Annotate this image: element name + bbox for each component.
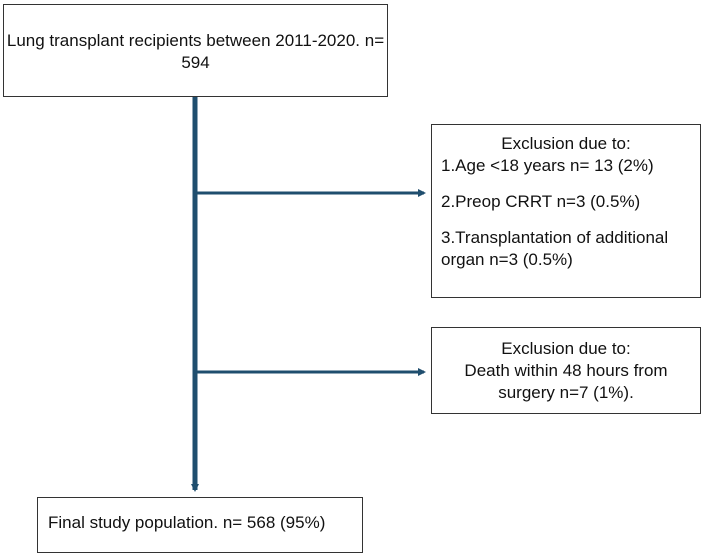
final-box: Final study population. n= 568 (95%) bbox=[37, 497, 363, 553]
box-text: organ n=3 (0.5%) bbox=[441, 250, 573, 269]
box-title: Exclusion due to: bbox=[501, 134, 631, 153]
box-text: surgery n=7 (1%). bbox=[498, 383, 634, 402]
start-box: Lung transplant recipients between 2011-… bbox=[3, 4, 388, 97]
box-title: Exclusion due to: bbox=[501, 339, 631, 358]
box-text: 3.Transplantation of additional bbox=[441, 228, 669, 247]
box-text: 2.Preop CRRT n=3 (0.5%) bbox=[441, 192, 641, 211]
box-text: Death within 48 hours from bbox=[464, 361, 668, 380]
box-text: 594 bbox=[181, 53, 210, 72]
box-text: Final study population. n= 568 (95%) bbox=[48, 513, 326, 532]
box-text: 1.Age <18 years n= 13 (2%) bbox=[441, 156, 654, 175]
box-text: Lung transplant recipients between 2011-… bbox=[6, 31, 385, 50]
exclusion-box: Exclusion due to: Death within 48 hours … bbox=[431, 327, 701, 414]
exclusion-box: Exclusion due to: 1.Age <18 years n= 13 … bbox=[431, 124, 701, 298]
